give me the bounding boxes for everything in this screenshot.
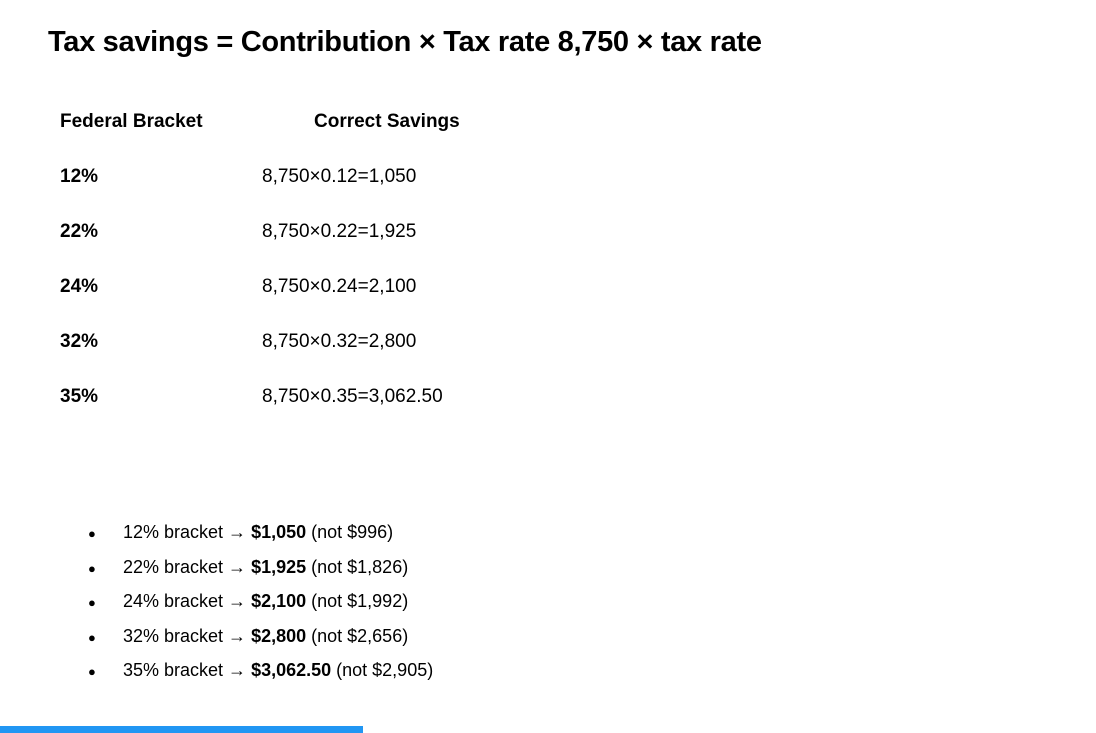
- list-item: ● 24% bracket → $2,100 (not $1,992): [88, 585, 433, 620]
- bullet-suffix: (not $1,992): [306, 591, 409, 612]
- savings-cell: 8,750×0.12=1,050: [262, 166, 417, 187]
- table-header-savings: Correct Savings: [314, 111, 460, 132]
- bullet-list: ● 12% bracket → $1,050 (not $996) ● 22% …: [88, 516, 433, 689]
- savings-cell: 8,750×0.24=2,100: [262, 276, 417, 297]
- bullet-prefix: 24% bracket →: [123, 591, 252, 612]
- bullet-icon: ●: [88, 595, 96, 611]
- bracket-cell: 22%: [60, 221, 99, 242]
- bullet-text: 35% bracket → $3,062.50 (not $2,905): [123, 654, 433, 687]
- list-item: ● 12% bracket → $1,050 (not $996): [88, 516, 433, 551]
- list-item: ● 35% bracket → $3,062.50 (not $2,905): [88, 654, 433, 689]
- bullet-prefix: 22% bracket →: [123, 556, 252, 577]
- bracket-cell: 24%: [60, 276, 99, 297]
- bullet-icon: ●: [88, 526, 96, 541]
- page-title: Tax savings = Contribution × Tax rate 8,…: [48, 26, 762, 58]
- table-header-bracket: Federal Bracket: [60, 111, 203, 132]
- bullet-amount: $1,050: [251, 522, 307, 542]
- bullet-text: 24% bracket → $2,100 (not $1,992): [123, 585, 408, 618]
- savings-cell: 8,750×0.35=3,062.50: [262, 386, 443, 407]
- bullet-amount: $1,925: [251, 556, 307, 577]
- bracket-cell: 12%: [60, 166, 99, 187]
- bullet-prefix: 32% bracket →: [123, 625, 252, 646]
- bullet-icon: ●: [88, 629, 96, 645]
- savings-cell: 8,750×0.32=2,800: [262, 331, 417, 352]
- bullet-text: 12% bracket → $1,050 (not $996): [123, 516, 393, 549]
- table-header-row: Federal Bracket Correct Savings: [60, 111, 460, 133]
- bullet-text: 32% bracket → $2,800 (not $2,656): [123, 620, 408, 653]
- bullet-suffix: (not $2,656): [306, 625, 409, 646]
- bullet-amount: $2,100: [251, 591, 307, 612]
- bullet-text: 22% bracket → $1,925 (not $1,826): [123, 551, 408, 584]
- table-row: 22% 8,750×0.22=1,925: [60, 221, 460, 243]
- table-row: 12% 8,750×0.12=1,050: [60, 166, 460, 188]
- bullet-icon: ●: [88, 560, 96, 576]
- table-row: 35% 8,750×0.35=3,062.50: [60, 386, 460, 408]
- list-item: ● 32% bracket → $2,800 (not $2,656): [88, 620, 433, 655]
- bottom-accent-bar: [0, 726, 363, 733]
- bracket-cell: 32%: [60, 331, 99, 352]
- bullet-suffix: (not $2,905): [331, 660, 434, 681]
- savings-table: Federal Bracket Correct Savings 12% 8,75…: [60, 111, 460, 441]
- bullet-amount: $2,800: [251, 625, 307, 646]
- list-item: ● 22% bracket → $1,925 (not $1,826): [88, 551, 433, 586]
- bullet-icon: ●: [88, 664, 96, 680]
- bullet-amount: $3,062.50: [251, 660, 332, 681]
- table-row: 24% 8,750×0.24=2,100: [60, 276, 460, 298]
- savings-cell: 8,750×0.22=1,925: [262, 221, 417, 242]
- bullet-prefix: 12% bracket →: [123, 522, 252, 542]
- bullet-prefix: 35% bracket →: [123, 660, 252, 681]
- bullet-suffix: (not $996): [306, 522, 394, 542]
- bracket-cell: 35%: [60, 386, 99, 407]
- bullet-suffix: (not $1,826): [306, 556, 409, 577]
- table-row: 32% 8,750×0.32=2,800: [60, 331, 460, 353]
